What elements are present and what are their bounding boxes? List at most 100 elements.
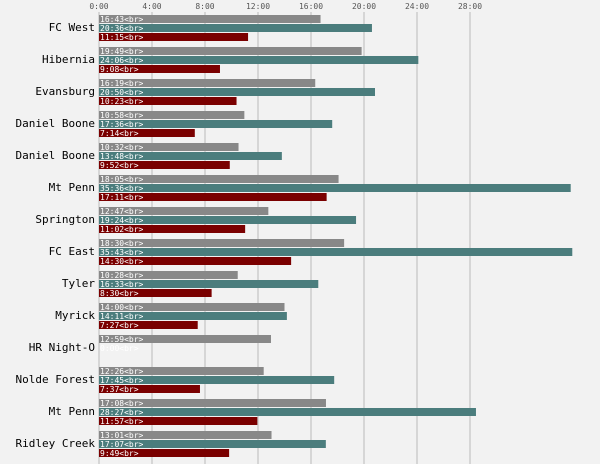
bar [99, 79, 316, 87]
category-label: Evansburg [35, 85, 95, 98]
bar [99, 184, 571, 192]
bar-group: Springton 12:47<br>19:24<br>11:02<br> [35, 207, 357, 234]
bar-value-label: 17:08<br> [100, 399, 144, 408]
bar-group: FC West 16:43<br>20:36<br>11:15<br> [49, 15, 372, 42]
bar [99, 321, 198, 329]
bar-value-label: 14:30<br> [100, 257, 144, 266]
bar [99, 376, 335, 384]
bar-group: Mt Penn 18:05<br>35:36<br>17:11<br> [49, 175, 571, 202]
bar [99, 161, 230, 169]
bar-group: Mt Penn 17:08<br>28:27<br>11:57<br> [49, 399, 476, 426]
category-label: HR Night-O [29, 341, 95, 354]
bar-value-label: 11:57<br> [100, 417, 144, 426]
bar-value-label: 13:48<br> [100, 152, 144, 161]
bar [99, 335, 271, 343]
bar-value-label: 14:00<br> [100, 303, 144, 312]
category-label: Nolde Forest [16, 373, 95, 386]
bar [99, 399, 326, 407]
x-axis-ticks: 0:00 4:00 8:00 12:00 16:00 20:00 24:00 28:00 [89, 2, 482, 11]
bar-value-label: 24:06<br> [100, 56, 144, 65]
category-label: Mt Penn [49, 405, 95, 418]
bar-value-label: 10:32<br> [100, 143, 144, 152]
x-tick-label: 0:00 [89, 2, 108, 11]
bar [99, 152, 282, 160]
bar [99, 88, 375, 96]
bar [99, 239, 345, 247]
category-label: Hibernia [42, 53, 95, 66]
bar-value-label: 7:27<br> [100, 321, 139, 330]
category-label: Springton [35, 213, 95, 226]
bar [99, 257, 292, 265]
bar-value-label: 18:30<br> [100, 239, 144, 248]
category-label: Ridley Creek [16, 437, 96, 450]
bar-group: Evansburg 16:19<br>20:50<br>10:23<br> [35, 79, 375, 106]
bar-value-label: 0:00<br> [100, 344, 139, 353]
bar-value-label: 18:05<br> [100, 175, 144, 184]
bar-value-label: 10:23<br> [100, 97, 144, 106]
bar-value-label: 28:27<br> [100, 408, 144, 417]
category-label: Tyler [62, 277, 95, 290]
bar-value-label: 10:58<br> [100, 111, 144, 120]
bar-value-label: 9:49<br> [100, 449, 139, 458]
bar [99, 417, 258, 425]
bar-value-label: 12:47<br> [100, 207, 144, 216]
bar-value-label: 9:52<br> [100, 161, 139, 170]
bar [99, 248, 573, 256]
bar [99, 97, 237, 105]
bar-value-label: 7:37<br> [100, 385, 139, 394]
bar-value-label: 16:43<br> [100, 15, 144, 24]
bar [99, 56, 419, 64]
bar-value-label: 11:15<br> [100, 33, 144, 42]
category-label: FC West [49, 21, 95, 34]
grid-lines [98, 12, 471, 464]
x-tick-label: 4:00 [142, 2, 161, 11]
bar-value-label: 12:26<br> [100, 367, 144, 376]
bar-value-label: 17:36<br> [100, 120, 144, 129]
bar-group: Daniel Boone 10:58<br>17:36<br>7:14<br> [16, 111, 333, 138]
bar [99, 193, 327, 201]
bar-value-label: 35:36<br> [100, 184, 144, 193]
category-label: Daniel Boone [16, 117, 95, 130]
bar [99, 216, 357, 224]
bar-group: Daniel Boone 10:32<br>13:48<br>9:52<br> [16, 143, 282, 170]
bar [99, 280, 319, 288]
bar-value-label: 19:24<br> [100, 216, 144, 225]
bar [99, 385, 200, 393]
bar-value-label: 16:33<br> [100, 280, 144, 289]
x-tick-label: 20:00 [352, 2, 376, 11]
bar [99, 408, 476, 416]
bar-value-label: 19:49<br> [100, 47, 144, 56]
bar-groups: FC West 16:43<br>20:36<br>11:15<br> Hibern… [16, 15, 573, 458]
bar [99, 120, 333, 128]
bar-group: Tyler 10:28<br>16:33<br>8:30<br> [62, 271, 319, 298]
bar [99, 289, 212, 297]
x-tick-label: 12:00 [246, 2, 270, 11]
bar-value-label: 20:36<br> [100, 24, 144, 33]
x-tick-label: 24:00 [405, 2, 429, 11]
x-tick-label: 8:00 [195, 2, 214, 11]
bar [99, 15, 321, 23]
bar [99, 431, 272, 439]
bar [99, 143, 239, 151]
x-tick-label: 28:00 [458, 2, 482, 11]
bar-value-label: 17:07<br> [100, 440, 144, 449]
bar-group: Myrick 14:00<br>14:11<br>7:27<br> [55, 303, 287, 330]
bar-group: HR Night-O 12:59<br>0:00<br> [29, 335, 271, 354]
bar-value-label: 35:43<br> [100, 248, 144, 257]
category-label: Myrick [55, 309, 95, 322]
bar-value-label: 20:50<br> [100, 88, 144, 97]
bar-value-label: 12:59<br> [100, 335, 144, 344]
bar [99, 312, 287, 320]
bar [99, 24, 372, 32]
bar-value-label: 7:14<br> [100, 129, 139, 138]
bar-value-label: 17:45<br> [100, 376, 144, 385]
bar-value-label: 11:02<br> [100, 225, 144, 234]
category-label: Daniel Boone [16, 149, 95, 162]
bar [99, 129, 195, 137]
bar-value-label: 8:30<br> [100, 289, 139, 298]
bar-value-label: 17:11<br> [100, 193, 144, 202]
bar [99, 271, 238, 279]
bar-group: Hibernia 19:49<br>24:06<br>9:08<br> [42, 47, 419, 74]
bar-value-label: 16:19<br> [100, 79, 144, 88]
bar [99, 449, 230, 457]
